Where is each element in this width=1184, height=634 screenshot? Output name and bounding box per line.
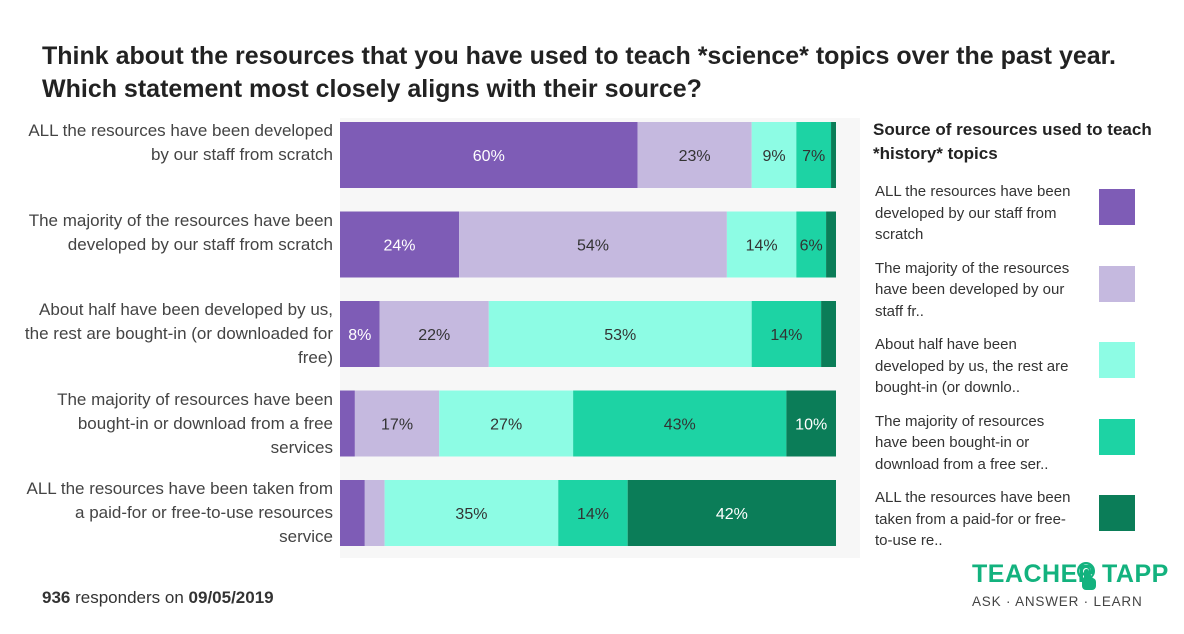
bar-segment [573,390,787,457]
bar-segment [751,301,822,367]
data-label: 23% [679,148,711,165]
bar-segment [439,390,574,457]
category-label: ALL the resources have been developed by… [28,121,333,164]
data-label: 60% [473,148,505,165]
data-label: 53% [604,327,636,344]
data-label: 14% [770,327,802,344]
legend-label: ALL the resources have been taken from a… [875,489,1071,549]
legend-swatch [1099,265,1135,302]
responder-text: responders on [75,588,184,607]
legend-item: The majority of the resources have been … [875,258,1145,332]
category-label: The majority of resources have been boug… [57,389,333,457]
bar-segment [340,211,460,278]
legend-label: The majority of the resources have been … [875,259,1070,320]
bar-segment [821,301,836,367]
bar-segment [726,211,797,278]
data-label: 17% [381,417,413,434]
legend-title: Source of resources used to teach *histo… [873,120,1152,163]
data-label: 42% [716,506,748,523]
legend-swatch [1099,342,1135,378]
bar-segment [340,122,638,188]
bar-segment [354,390,440,457]
bar-segment [384,480,559,546]
data-label: 9% [762,148,785,165]
bar-segment [831,122,836,188]
legend-swatch [1099,189,1135,225]
legend-label: About half have been developed by us, th… [875,336,1069,396]
legend-swatch [1099,418,1135,455]
bar-segment [340,301,380,367]
bar-segment [558,480,628,546]
chart-title: Think about the resources that you have … [42,42,1116,103]
category-label: ALL the resources have been taken from a… [26,479,334,546]
data-label: 35% [455,506,487,523]
data-label: 43% [664,417,696,434]
legend-item: ALL the resources have been developed by… [875,181,1145,255]
legend-label: ALL the resources have been developed by… [875,183,1071,243]
tap-hand-icon [1077,562,1096,590]
data-label: 10% [795,417,827,434]
bar-segment [379,301,489,367]
bar-segment [340,390,355,457]
bar-segment [459,211,727,278]
bar-segment [637,122,752,188]
bar-segment [796,122,832,188]
bar-segment [786,390,836,457]
legend-item: ALL the resources have been taken from a… [875,487,1145,561]
legend-item: The majority of resources have been boug… [875,411,1145,485]
legend-item: About half have been developed by us, th… [875,334,1145,408]
bar-segment [826,211,836,278]
responder-date: 09/05/2019 [188,588,274,607]
legend-label: The majority of resources have been boug… [875,412,1049,473]
bar-segment [364,480,385,546]
data-label: 14% [746,238,778,255]
data-label: 7% [802,148,825,165]
logo-tagline: ASK · ANSWER · LEARN [972,594,1143,609]
legend-swatch [1099,495,1135,531]
data-label: 14% [577,506,609,523]
bar-segment [796,211,827,278]
data-label: 8% [348,327,371,344]
bar-segment [751,122,797,188]
data-label: 22% [418,327,450,344]
bar-segment [488,301,752,367]
teacher-tapp-logo: TEACHER TAPP ASK · ANSWER · LEARN [972,560,1168,616]
logo-word-tapp: TAPP [1102,560,1169,588]
data-label: 24% [384,238,416,255]
category-label: The majority of the resources have been … [28,210,333,254]
bar-segment [627,480,836,546]
data-label: 54% [577,238,609,255]
data-label: 6% [800,238,823,255]
footer-responders: 936 responders on 09/05/2019 [42,588,274,608]
logo-word-teacher: TEACHER [972,560,1097,588]
bar-segment [340,480,365,546]
responder-count: 936 [42,588,71,607]
category-label: About half have been developed by us, th… [24,300,333,367]
data-label: 27% [490,417,522,434]
